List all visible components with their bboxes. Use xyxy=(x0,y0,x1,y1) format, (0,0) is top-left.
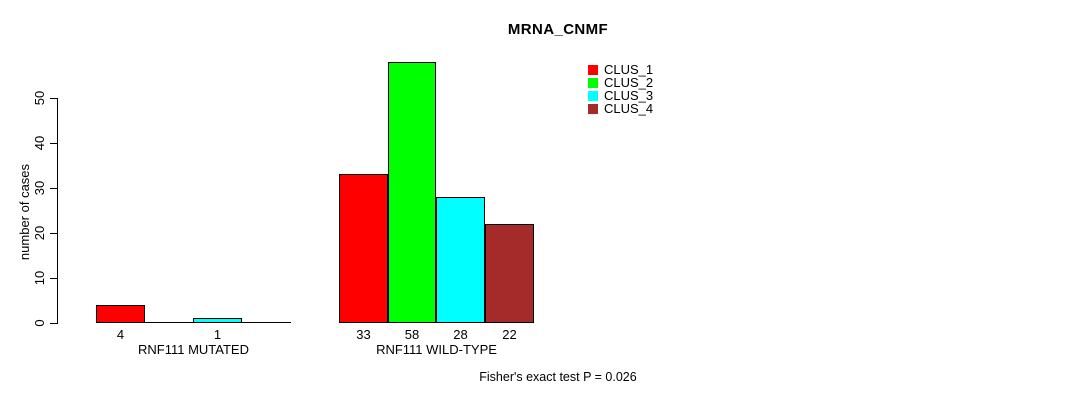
legend-label: CLUS_1 xyxy=(604,62,654,77)
y-tick-label: 30 xyxy=(32,180,47,196)
bar-clus_3 xyxy=(193,318,242,323)
y-tick-label: 10 xyxy=(32,270,47,286)
legend-swatch-clus_4 xyxy=(588,104,598,114)
y-tick xyxy=(50,188,57,189)
legend-swatch-clus_1 xyxy=(588,65,598,75)
y-axis-line xyxy=(57,98,58,324)
y-tick-label: 0 xyxy=(32,319,47,327)
y-tick xyxy=(50,98,57,99)
legend-label: CLUS_2 xyxy=(604,75,654,90)
bar-clus_3 xyxy=(436,197,485,323)
x-group-label: RNF111 WILD-TYPE xyxy=(376,342,497,357)
y-tick-label: 50 xyxy=(32,90,47,106)
y-tick xyxy=(50,143,57,144)
bar-zero-clus_2 xyxy=(145,322,193,323)
bar-value-label: 22 xyxy=(502,327,517,342)
bar-clus_1 xyxy=(96,305,145,323)
legend-swatch-clus_2 xyxy=(588,78,598,88)
chart-title: MRNA_CNMF xyxy=(507,21,609,38)
legend-swatch-clus_3 xyxy=(588,91,598,101)
bar-value-label: 58 xyxy=(404,327,420,342)
bar-clus_1 xyxy=(339,174,388,323)
y-tick-label: 20 xyxy=(32,225,47,241)
fisher-test-annotation: Fisher's exact test P = 0.026 xyxy=(479,370,637,384)
bar-clus_2 xyxy=(388,62,436,323)
legend-label: CLUS_3 xyxy=(604,88,654,103)
x-group-label: RNF111 MUTATED xyxy=(138,342,249,357)
legend-label: CLUS_4 xyxy=(604,101,654,116)
bar-value-label: 4 xyxy=(116,327,125,342)
y-axis-label: number of cases xyxy=(17,163,32,261)
bar-zero-clus_4 xyxy=(242,322,291,323)
y-tick-label: 40 xyxy=(32,135,47,151)
bar-value-label: 1 xyxy=(213,327,222,342)
y-tick xyxy=(50,323,57,324)
bar-value-label: 33 xyxy=(356,327,371,342)
y-tick xyxy=(50,278,57,279)
bar-clus_4 xyxy=(485,224,534,323)
bar-value-label: 28 xyxy=(453,327,468,342)
y-tick xyxy=(50,233,57,234)
